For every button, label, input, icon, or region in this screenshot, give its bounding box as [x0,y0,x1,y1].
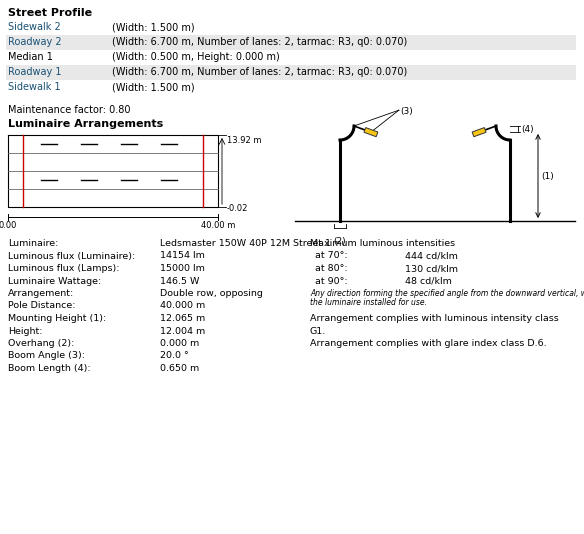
Bar [6,65,576,80]
Text: Luminaire Wattage:: Luminaire Wattage: [8,277,101,286]
Text: (Width: 0.500 m, Height: 0.000 m): (Width: 0.500 m, Height: 0.000 m) [112,52,280,62]
Text: Ledsmaster 150W 40P 12M Street 1: Ledsmaster 150W 40P 12M Street 1 [160,239,331,248]
Text: Luminaire Arrangements: Luminaire Arrangements [8,119,164,129]
Text: Roadway 1: Roadway 1 [8,67,61,77]
Text: (Width: 6.700 m, Number of lanes: 2, tarmac: R3, q0: 0.070): (Width: 6.700 m, Number of lanes: 2, tar… [112,37,407,47]
Text: 0.000 m: 0.000 m [160,339,199,348]
Text: Luminous flux (Lamps):: Luminous flux (Lamps): [8,264,120,273]
Text: 13.92 m: 13.92 m [227,136,262,145]
Bar [364,128,378,137]
Text: 0.00: 0.00 [0,221,17,230]
Text: 14154 lm: 14154 lm [160,252,205,261]
Text: 0.650 m: 0.650 m [160,364,199,373]
Bar [6,35,576,50]
Text: Sidewalk 1: Sidewalk 1 [8,82,61,92]
Text: (1): (1) [541,172,554,181]
Text: (3): (3) [400,107,413,116]
Text: G1.: G1. [310,326,326,335]
Text: Arrangement:: Arrangement: [8,289,74,298]
Text: 130 cd/klm: 130 cd/klm [405,264,458,273]
Text: (Width: 1.500 m): (Width: 1.500 m) [112,22,194,32]
Text: 444 cd/klm: 444 cd/klm [405,252,458,261]
Text: Luminous flux (Luminaire):: Luminous flux (Luminaire): [8,252,135,261]
Text: 48 cd/klm: 48 cd/klm [405,277,452,286]
Text: Luminaire:: Luminaire: [8,239,58,248]
Text: 40.00 m: 40.00 m [201,221,235,230]
Text: Arrangement complies with glare index class D.6.: Arrangement complies with glare index cl… [310,339,547,348]
Text: Maintenance factor: 0.80: Maintenance factor: 0.80 [8,105,130,115]
Text: 15000 lm: 15000 lm [160,264,205,273]
Text: Median 1: Median 1 [8,52,53,62]
Text: Boom Angle (3):: Boom Angle (3): [8,351,85,360]
Text: 12.004 m: 12.004 m [160,326,205,335]
Text: 12.065 m: 12.065 m [160,314,205,323]
Text: -0.02: -0.02 [227,204,248,213]
Text: Maximum luminous intensities: Maximum luminous intensities [310,239,455,248]
Text: 146.5 W: 146.5 W [160,277,199,286]
Text: Overhang (2):: Overhang (2): [8,339,74,348]
Text: (4): (4) [521,125,534,134]
Text: 20.0 °: 20.0 ° [160,351,189,360]
Text: Street Profile: Street Profile [8,8,92,18]
Text: the luminaire installed for use.: the luminaire installed for use. [310,298,427,307]
Text: Any direction forming the specified angle from the downward vertical, with: Any direction forming the specified angl… [310,289,584,298]
Text: (Width: 6.700 m, Number of lanes: 2, tarmac: R3, q0: 0.070): (Width: 6.700 m, Number of lanes: 2, tar… [112,67,407,77]
Text: at 90°:: at 90°: [315,277,347,286]
Text: Height:: Height: [8,326,43,335]
Text: Pole Distance:: Pole Distance: [8,302,75,310]
Text: Double row, opposing: Double row, opposing [160,289,263,298]
Text: 40.000 m: 40.000 m [160,302,205,310]
Text: at 80°:: at 80°: [315,264,347,273]
Bar [472,128,486,137]
Text: (2): (2) [333,237,346,246]
Text: (Width: 1.500 m): (Width: 1.500 m) [112,82,194,92]
Text: at 70°:: at 70°: [315,252,347,261]
Text: Roadway 2: Roadway 2 [8,37,62,47]
Text: Mounting Height (1):: Mounting Height (1): [8,314,106,323]
Text: Arrangement complies with luminous intensity class: Arrangement complies with luminous inten… [310,314,559,323]
Text: Boom Length (4):: Boom Length (4): [8,364,91,373]
Text: Sidewalk 2: Sidewalk 2 [8,22,61,32]
